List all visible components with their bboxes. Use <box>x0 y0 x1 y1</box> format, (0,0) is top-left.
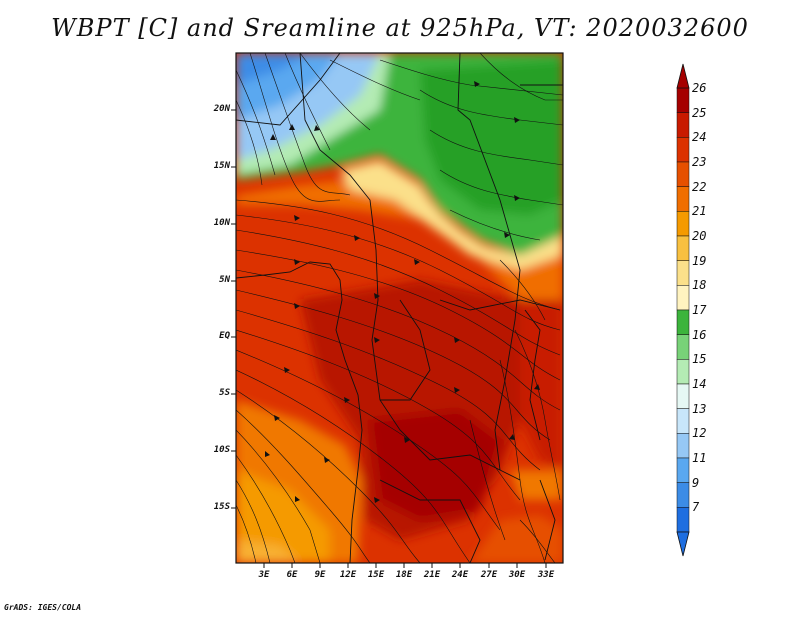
colorbar-label: 18 <box>692 278 707 293</box>
colorbar-label: 11 <box>692 451 707 465</box>
colorbar-box <box>676 383 690 409</box>
lon-label-24e: 24E <box>451 570 469 580</box>
colorbar-box <box>676 235 690 261</box>
colorbar-label: 13 <box>692 401 707 416</box>
colorbar-label: 17 <box>692 303 707 317</box>
colorbar-box <box>676 161 690 187</box>
colorbar-box <box>676 186 690 212</box>
colorbar-box <box>676 334 690 360</box>
colorbar-label: 21 <box>692 204 707 219</box>
colorbar-label: 16 <box>692 327 707 342</box>
lat-label-5s: 5S <box>219 388 230 398</box>
colorbar-bottom-arrow <box>676 531 690 557</box>
colorbar-label: 15 <box>692 352 707 367</box>
colorbar-label: 20 <box>692 229 707 243</box>
lat-label-eq: EQ <box>219 331 230 341</box>
grads-credit: GrADS: IGES/COLA <box>4 603 82 612</box>
wbpt-field <box>236 53 563 563</box>
colorbar-box <box>676 137 690 163</box>
map-title: WBPT [C] and Sreamline at 925hPa, VT: 20… <box>51 14 749 42</box>
lon-label-12e: 12E <box>339 570 357 580</box>
colorbar-box <box>676 359 690 385</box>
colorbar-label: 12 <box>692 426 707 441</box>
lat-label-10s: 10S <box>213 445 230 455</box>
colorbar-box <box>676 112 690 138</box>
colorbar-box <box>676 507 690 533</box>
colorbar-label: 9 <box>692 475 700 490</box>
lon-label-3e: 3E <box>258 570 270 580</box>
colorbar-box <box>676 309 690 335</box>
colorbar-box <box>676 285 690 311</box>
lon-label-15e: 15E <box>367 570 385 580</box>
colorbar-label: 23 <box>692 155 707 169</box>
colorbar-box <box>676 211 690 237</box>
lat-label-20n: 20N <box>213 104 230 114</box>
lon-label-21e: 21E <box>423 570 441 580</box>
colorbar-label: 19 <box>692 253 707 268</box>
colorbar-label: 24 <box>692 130 707 145</box>
lon-label-27e: 27E <box>480 570 498 580</box>
lon-label-30e: 30E <box>508 570 526 580</box>
colorbar-label: 7 <box>692 500 700 515</box>
lon-label-9e: 9E <box>314 570 326 580</box>
lon-label-6e: 6E <box>286 570 298 580</box>
colorbar-box <box>676 482 690 508</box>
colorbar-label: 26 <box>692 81 707 95</box>
lat-label-15s: 15S <box>213 502 230 512</box>
colorbar-label: 14 <box>692 377 707 391</box>
colorbar-box <box>676 457 690 483</box>
lat-label-10n: 10N <box>213 218 230 228</box>
colorbar-label: 25 <box>692 105 707 120</box>
colorbar-box <box>676 433 690 459</box>
lon-label-33e: 33E <box>537 570 555 580</box>
colorbar-box <box>676 87 690 113</box>
colorbar-box <box>676 408 690 434</box>
lon-label-18e: 18E <box>395 570 413 580</box>
lat-label-15n: 15N <box>213 161 230 171</box>
lat-label-5n: 5N <box>219 275 230 285</box>
colorbar-top-arrow <box>676 63 690 89</box>
colorbar <box>676 63 690 557</box>
colorbar-box <box>676 260 690 286</box>
colorbar-label: 22 <box>692 179 707 194</box>
